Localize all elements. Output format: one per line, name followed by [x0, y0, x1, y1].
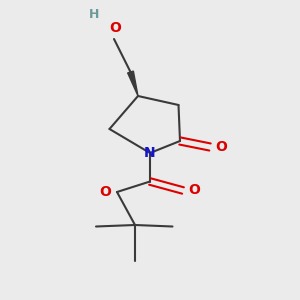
Polygon shape — [128, 71, 138, 96]
Text: N: N — [144, 146, 156, 160]
Text: O: O — [99, 185, 111, 199]
Text: O: O — [215, 140, 227, 154]
Text: H: H — [89, 8, 100, 21]
Text: O: O — [109, 22, 121, 35]
Text: O: O — [188, 184, 200, 197]
